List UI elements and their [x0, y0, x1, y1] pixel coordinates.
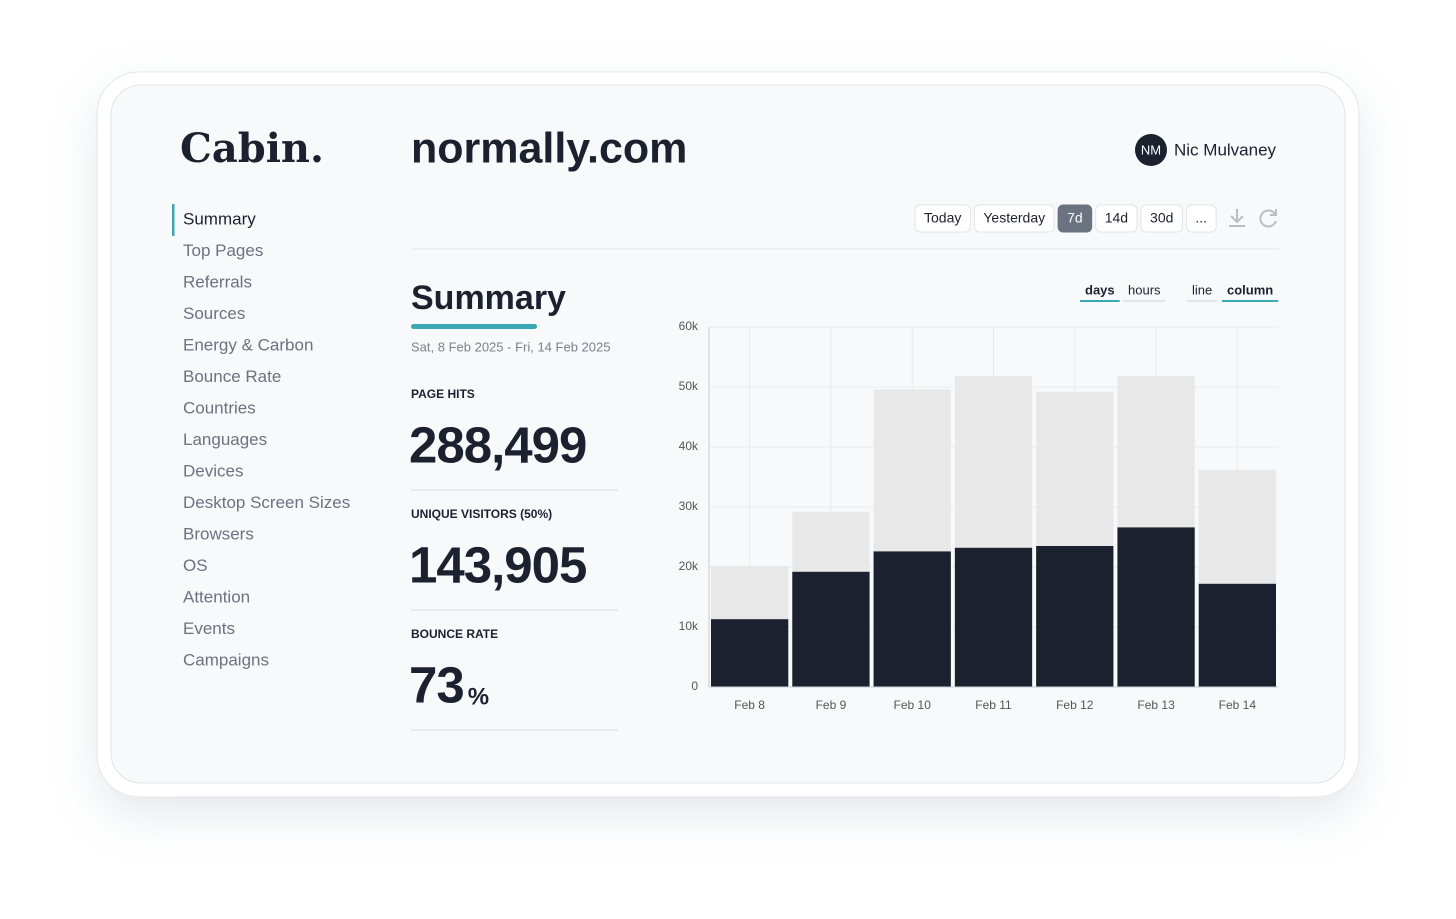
toggle-underline	[1080, 300, 1120, 302]
y-tick-label: 0	[691, 679, 698, 693]
nav-active-marker	[172, 204, 175, 236]
y-tick-label: 60k	[679, 319, 699, 333]
nav-item[interactable]: Bounce Rate	[183, 367, 281, 386]
button-bg	[914, 204, 971, 233]
metric-label: UNIQUE VISITORS (50%)	[411, 507, 552, 521]
button-label: Today	[924, 210, 961, 226]
metric-value: 73	[409, 656, 464, 713]
download-icon[interactable]	[1229, 209, 1245, 227]
avatar[interactable]	[1135, 134, 1167, 166]
nav-item[interactable]: Energy & Carbon	[183, 335, 313, 354]
y-tick-label: 40k	[679, 439, 699, 453]
range-button[interactable]: 14d	[1095, 204, 1138, 233]
bar	[1036, 546, 1114, 687]
nav-item[interactable]: Countries	[183, 398, 256, 417]
range-button[interactable]: 7d	[1057, 204, 1093, 233]
button-label: Yesterday	[983, 210, 1045, 226]
metric-label: BOUNCE RATE	[411, 627, 498, 641]
bar	[1117, 527, 1195, 687]
nav-item[interactable]: Referrals	[183, 272, 252, 291]
range-button[interactable]: 30d	[1140, 204, 1183, 233]
bar	[954, 547, 1033, 687]
toggle-underline	[1187, 300, 1218, 302]
metric-label: PAGE HITS	[411, 387, 475, 401]
nav-item[interactable]: Summary	[183, 209, 256, 228]
nav-item[interactable]: OS	[183, 556, 208, 575]
nav-item[interactable]: Desktop Screen Sizes	[183, 493, 350, 512]
button-bg	[1095, 204, 1138, 233]
range-button[interactable]: Yesterday	[973, 204, 1055, 233]
button-label: 30d	[1150, 210, 1173, 226]
toggle-underline	[1123, 300, 1166, 302]
bar	[1198, 583, 1276, 687]
metric-value: 143,905	[409, 536, 586, 593]
nav-item[interactable]: Events	[183, 619, 235, 638]
y-tick-label: 50k	[679, 379, 699, 393]
date-range: Sat, 8 Feb 2025 - Fri, 14 Feb 2025	[411, 339, 610, 354]
x-tick-label: Feb 9	[816, 698, 847, 712]
nav-item[interactable]: Browsers	[183, 524, 254, 543]
nav-item[interactable]: Devices	[183, 461, 243, 480]
bar	[873, 551, 951, 687]
brand: Cabin.	[180, 125, 324, 172]
button-bg	[1057, 204, 1093, 233]
nav-item[interactable]: Sources	[183, 304, 245, 323]
chart-toggle[interactable]: line	[1192, 282, 1212, 297]
user-name[interactable]: Nic Mulvaney	[1174, 140, 1277, 159]
button-bg	[973, 204, 1055, 233]
button-label: 14d	[1105, 210, 1128, 226]
refresh-icon[interactable]	[1259, 209, 1277, 228]
nav-item[interactable]: Top Pages	[183, 241, 263, 260]
chart-toggle[interactable]: hours	[1128, 282, 1161, 297]
bar	[711, 619, 789, 687]
toggle-underline	[1222, 300, 1279, 302]
y-tick-label: 20k	[679, 559, 699, 573]
button-label: ...	[1195, 210, 1207, 226]
title-underline	[411, 324, 537, 329]
nav-item[interactable]: Campaigns	[183, 650, 269, 669]
x-tick-label: Feb 11	[975, 698, 1012, 712]
x-tick-label: Feb 13	[1137, 698, 1175, 712]
x-tick-label: Feb 8	[734, 698, 765, 712]
button-label: 7d	[1067, 210, 1083, 226]
chart-toggle[interactable]: days	[1085, 282, 1115, 297]
summary-title: Summary	[411, 279, 566, 317]
y-tick-label: 30k	[679, 499, 699, 513]
nav-item[interactable]: Attention	[183, 587, 250, 606]
y-tick-label: 10k	[679, 619, 699, 633]
range-button[interactable]: Today	[914, 204, 971, 233]
site-title: normally.com	[411, 124, 687, 172]
button-bg	[1140, 204, 1183, 233]
metric-value: 288,499	[409, 416, 586, 473]
x-tick-label: Feb 12	[1056, 698, 1094, 712]
button-bg	[1185, 204, 1217, 233]
x-tick-label: Feb 10	[894, 698, 932, 712]
range-button[interactable]: ...	[1185, 204, 1217, 233]
x-tick-label: Feb 14	[1219, 698, 1257, 712]
metric-unit: %	[468, 683, 489, 710]
bar	[792, 571, 870, 687]
chart-toggle[interactable]: column	[1227, 282, 1273, 297]
avatar-initials: NM	[1141, 142, 1161, 157]
nav-item[interactable]: Languages	[183, 430, 267, 449]
